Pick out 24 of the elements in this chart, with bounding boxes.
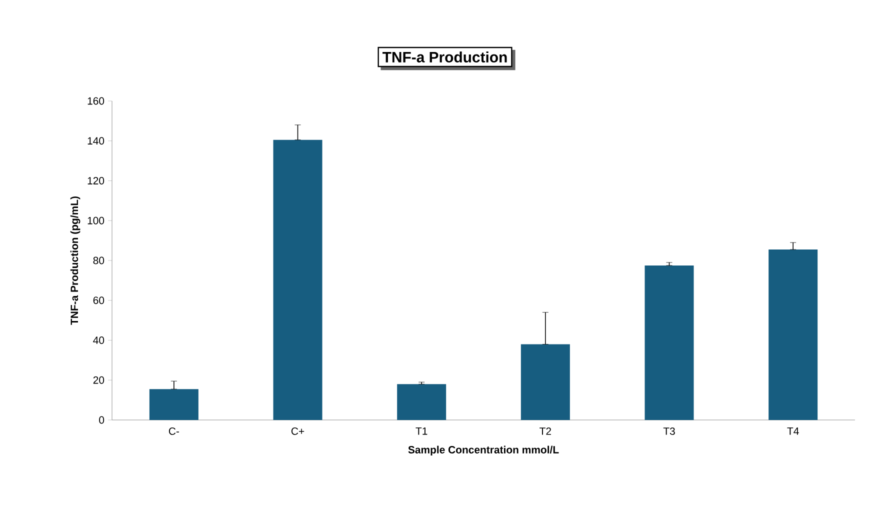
y-tick-label: 60 (93, 296, 104, 304)
x-tick-label: T2 (540, 428, 551, 435)
y-tick-label: 140 (88, 137, 104, 145)
bar (149, 389, 198, 420)
bar (273, 140, 322, 420)
y-tick-label: 160 (88, 97, 104, 105)
bar (768, 250, 818, 420)
x-tick-label: C+ (291, 428, 304, 435)
bar (397, 384, 446, 420)
y-tick-label: 20 (93, 376, 104, 384)
y-tick-label: 120 (88, 177, 104, 184)
chart-title: TNF-a Production (382, 52, 507, 62)
y-tick-label: 100 (88, 216, 104, 224)
y-tick-label: 0 (99, 416, 104, 424)
x-axis-title: Sample Concentration mmol/L (408, 446, 559, 456)
x-tick-label: T1 (416, 428, 428, 435)
x-tick-label: T4 (787, 428, 799, 435)
y-tick-label: 40 (93, 336, 104, 344)
y-axis-title: TNF-a Production (pg/mL) (70, 196, 80, 325)
x-tick-label: T3 (663, 428, 675, 435)
y-tick-label: 80 (93, 256, 104, 264)
bar (644, 265, 694, 420)
bar (520, 344, 570, 420)
x-tick-label: C- (168, 428, 179, 435)
